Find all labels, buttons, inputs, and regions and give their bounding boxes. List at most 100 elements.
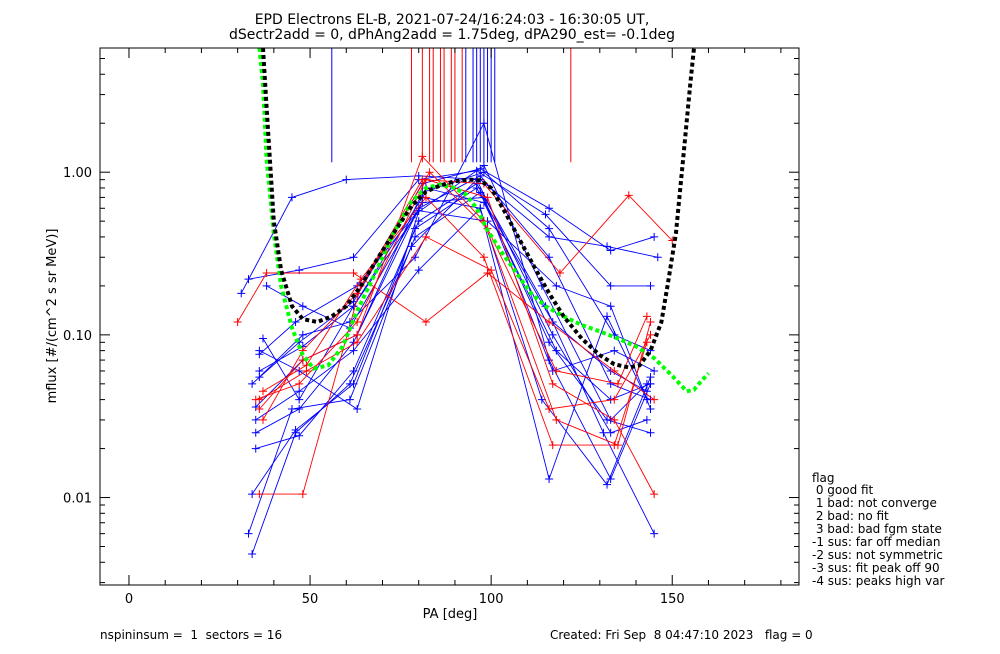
data-point [295,379,304,388]
vertical-markers-layer [331,48,572,163]
data-point [342,175,351,184]
data-point [555,269,564,278]
data-point [606,302,615,311]
plot-area [233,47,710,558]
y-tick-label: 0.01 [63,492,92,507]
data-point [472,183,481,192]
data-point [411,232,420,241]
data-point [545,317,554,326]
data-point [295,405,304,414]
legend-entry: 1 bad: not converge [812,496,937,510]
y-axis-label: mflux [#/(cm^2 s sr MeV)] [45,229,60,404]
data-point [349,269,358,278]
plot-frame [99,47,800,586]
data-point [603,312,612,321]
data-point [345,379,354,388]
data-series-layer [233,119,677,558]
series-line [251,168,655,385]
data-point [476,204,485,213]
data-point [244,275,253,284]
data-point [411,224,420,233]
data-point [248,379,257,388]
data-point [487,266,496,275]
data-point [552,415,561,424]
data-point [646,428,655,437]
chart-title: EPD Electrons EL-B, 2021-07-24/16:24:03 … [255,12,650,28]
data-point [653,253,662,262]
x-axis-ticks: 0 50 100 150 [125,48,782,607]
data-point [650,366,659,375]
data-point [650,529,659,538]
series-line [262,196,648,446]
y-tick-label: 1.00 [63,166,92,181]
data-point [421,175,430,184]
data-point [262,281,271,290]
legend-entry: -2 sus: not symmetric [812,548,943,562]
legend-entry: -4 sus: peaks high var [812,574,945,588]
data-point [603,415,612,424]
series-line [251,178,648,555]
data-point [545,405,554,414]
data-point [537,395,546,404]
data-point [552,281,561,290]
data-point [255,405,264,414]
data-point [610,346,619,355]
series-line [259,187,651,410]
data-point [237,289,246,298]
data-point [613,379,622,388]
data-point [414,266,423,275]
series-line [255,179,655,495]
data-point [545,232,554,241]
green-dashed-fit-curve [257,47,710,394]
data-point [251,403,260,412]
legend-entry: 2 bad: no fit [812,509,889,523]
fit-curves-layer [257,47,710,394]
data-point [479,168,488,177]
series-line [259,179,673,495]
data-point [258,387,267,396]
data-point [255,366,264,375]
footer-right: Created: Fri Sep 8 04:47:10 2023 flag = … [550,628,813,642]
legend-entry: 0 good fit [812,483,874,497]
data-point [548,441,557,450]
data-point [258,334,267,343]
y-tick-label: 0.10 [63,329,92,344]
data-point [606,281,615,290]
data-point [476,164,485,173]
data-point [251,428,260,437]
data-point [349,302,358,311]
data-point [548,330,557,339]
legend-entry: -1 sus: far off median [812,535,940,549]
data-point [646,373,655,382]
data-point [298,330,307,339]
data-point [610,441,619,450]
data-point [479,253,488,262]
data-point [642,415,651,424]
data-point [624,191,633,200]
data-point [479,198,488,207]
data-point [407,242,416,251]
data-point [646,281,655,290]
series-line [259,236,651,410]
data-point [650,490,659,499]
legend-title: flag [812,471,835,485]
data-point [650,232,659,241]
data-point [291,317,300,326]
data-point [262,269,271,278]
data-point [425,168,434,177]
data-point [606,428,615,437]
data-point [646,317,655,326]
data-point [421,232,430,241]
series-line [262,171,648,421]
data-point [650,395,659,404]
data-point [646,405,655,414]
series-line [266,196,655,372]
data-point [414,206,423,215]
data-point [287,193,296,202]
series-line [248,170,651,287]
x-tick-label: 150 [660,592,685,607]
y-axis-ticks: 1.00 0.10 0.01 [63,57,799,584]
data-point [646,330,655,339]
chart-subtitle: dSectr2add = 0, dPhAng2add = 1.75deg, dP… [229,27,675,43]
